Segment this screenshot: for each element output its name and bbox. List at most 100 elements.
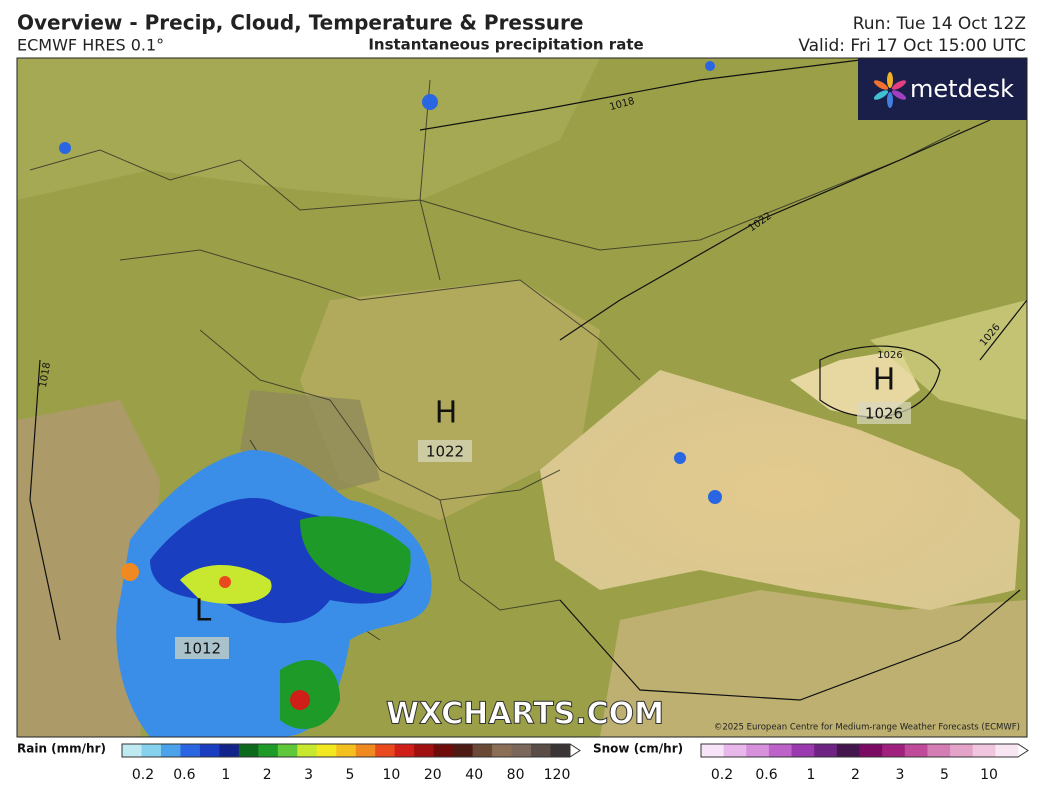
pressure-value: 1022: [426, 443, 464, 461]
rain-tick-label: 120: [544, 767, 571, 783]
snow-tick-label: 1: [807, 767, 816, 783]
border: [419, 79, 441, 281]
isobar: [559, 119, 991, 341]
isobar-label: 1026: [877, 350, 902, 361]
label-bg: [418, 440, 472, 462]
rain-swatch: [492, 744, 513, 757]
black-sea: [540, 370, 1020, 610]
isobar: [979, 299, 1028, 361]
rain-swatch: [414, 744, 435, 757]
border: [29, 149, 601, 251]
rain-cell: [422, 94, 438, 110]
pressure-letter: H: [435, 396, 458, 431]
rain-swatch: [550, 744, 571, 757]
rain-swatch: [180, 744, 201, 757]
snow-tick-label: 5: [940, 767, 949, 783]
border: [439, 499, 561, 611]
isobar-label: 1018: [38, 362, 53, 389]
pressure-letter: L: [195, 594, 212, 629]
precipitation: [59, 61, 722, 737]
rain-tick-label: 0.2: [132, 767, 154, 783]
rain-swatch: [141, 744, 162, 757]
snow-legend-label: Snow (cm/hr): [593, 742, 683, 756]
rain-cell: [290, 690, 310, 710]
isobar: [419, 59, 861, 131]
snow-bar-outline: [700, 743, 1029, 758]
model: ECMWF HRES 0.1°: [17, 36, 164, 55]
logo-text: metdesk: [910, 75, 1014, 103]
terrain: [870, 300, 1027, 420]
rain-tick-label: 1: [221, 767, 230, 783]
run-time: Run: Tue 14 Oct 12Z: [853, 14, 1026, 34]
snow-swatch: [904, 744, 928, 757]
terrain: [17, 58, 600, 200]
snow-tick-label: 10: [980, 767, 998, 783]
snow-swatch: [927, 744, 951, 757]
border: [119, 249, 641, 381]
borders: [29, 79, 961, 641]
isobar: [29, 359, 61, 641]
snow-swatch: [972, 744, 996, 757]
rain-swatch: [160, 744, 181, 757]
rain-swatch: [238, 744, 259, 757]
rain-swatch: [297, 744, 318, 757]
snow-tick-label: 0.2: [711, 767, 733, 783]
rain-tick-label: 3: [304, 767, 313, 783]
rain-swatch: [219, 744, 240, 757]
rain-tick-label: 40: [465, 767, 483, 783]
snow-swatch: [701, 744, 725, 757]
rain-tick-label: 5: [346, 767, 355, 783]
rain-swatch: [336, 744, 357, 757]
rain-swatch: [433, 744, 454, 757]
logo-icon: [873, 72, 907, 108]
label-bg: [857, 402, 911, 424]
map: 1018 1022 1026 1026 1018 H 1022 H 1026 L…: [16, 57, 1028, 738]
isobar: [559, 589, 1021, 701]
legend: Rain (mm/hr) Snow (cm/hr) 0.2 0.6 1 2 3 5 10 20…: [17, 742, 1029, 783]
rain-tick-label: 2: [263, 767, 272, 783]
rain-swatch: [511, 744, 532, 757]
rain-swatch: [531, 744, 552, 757]
isobars: [29, 59, 1028, 701]
rain-area: [300, 516, 411, 594]
logo: metdesk: [858, 58, 1027, 120]
snow-swatch: [768, 744, 793, 757]
snow-swatch: [814, 744, 838, 757]
border: [599, 129, 961, 251]
snow-swatch: [723, 744, 747, 757]
snow-swatch: [791, 744, 815, 757]
rain-swatch: [277, 744, 298, 757]
pressure-letter: H: [873, 363, 896, 398]
rain-cell: [121, 563, 139, 581]
rain-cell: [59, 142, 71, 154]
rain-legend-label: Rain (mm/hr): [17, 742, 106, 756]
isobar: [819, 345, 941, 418]
rain-area: [280, 660, 340, 730]
rain-cell: [219, 576, 231, 588]
snow-tick-label: 0.6: [755, 767, 777, 783]
rain-swatch: [472, 744, 493, 757]
pressure-value: 1026: [865, 405, 903, 423]
rain-swatch: [199, 744, 220, 757]
rain-swatch: [453, 744, 474, 757]
watermark: WXCHARTS.COM: [386, 697, 664, 732]
copyright: ©2025 European Centre for Medium-range W…: [714, 723, 1020, 733]
rain-tick-label: 10: [382, 767, 400, 783]
snow-swatch: [995, 744, 1019, 757]
snow-swatch: [882, 744, 906, 757]
rain-tick-label: 20: [424, 767, 442, 783]
rain-cell: [705, 61, 715, 71]
snow-tick-label: 3: [896, 767, 905, 783]
rain-tick-label: 0.6: [173, 767, 195, 783]
rain-bar-outline: [121, 743, 581, 758]
rain-swatch: [122, 744, 142, 757]
border: [199, 329, 561, 501]
label-bg: [175, 637, 229, 659]
snow-swatch: [950, 744, 974, 757]
map-frame: [16, 57, 1028, 738]
pressure-centers: H 1022 H 1026 L 1012: [175, 363, 911, 659]
rain-swatch: [258, 744, 279, 757]
pressure-value: 1012: [183, 640, 221, 658]
